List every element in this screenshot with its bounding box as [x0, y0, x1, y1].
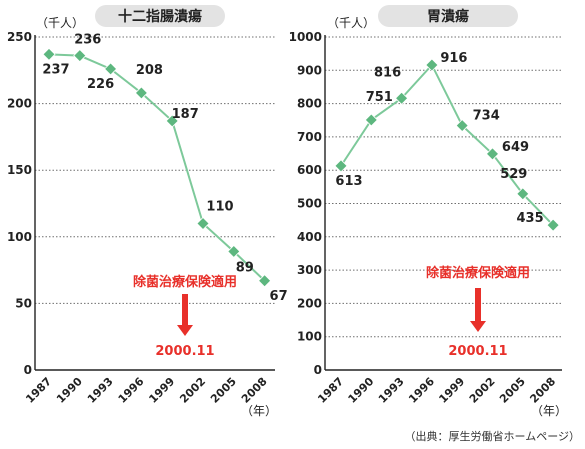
annotation-arrow-head: [470, 321, 486, 332]
data-point: [425, 58, 439, 72]
data-point: [546, 218, 560, 232]
y-tick-label: 700: [297, 130, 322, 144]
data-label: 110: [206, 199, 233, 214]
data-point: [104, 62, 118, 76]
y-tick-label: 0: [314, 363, 322, 377]
annotation-text: 除菌治療保険適用: [426, 265, 530, 281]
y-tick-label: 0: [24, 363, 32, 377]
data-label: 89: [236, 260, 254, 275]
data-label: 613: [335, 174, 362, 189]
data-label: 916: [440, 51, 467, 66]
x-tick-label: 2008: [239, 375, 270, 406]
data-point: [395, 91, 409, 105]
series-line: [340, 63, 554, 226]
x-axis-unit: （年）: [531, 404, 567, 418]
data-label: 226: [87, 77, 114, 92]
data-label: 751: [366, 90, 393, 105]
annotation-date: 2000.11: [448, 344, 507, 359]
data-point: [516, 187, 530, 201]
y-tick-label: 500: [297, 197, 322, 211]
chart-title: 胃潰瘍: [427, 8, 469, 25]
x-tick-label: 1999: [436, 375, 467, 406]
x-tick-label: 1990: [54, 375, 85, 406]
x-axis-unit: （年）: [241, 404, 277, 418]
x-tick-label: 1993: [85, 375, 116, 406]
data-label: 734: [473, 109, 500, 124]
data-point: [42, 47, 56, 61]
x-tick-label: 1987: [23, 375, 54, 406]
data-point: [485, 147, 500, 161]
x-tick-label: 2005: [208, 375, 239, 406]
data-point: [196, 216, 210, 231]
series-line: [48, 53, 266, 282]
y-tick-label: 800: [297, 97, 322, 111]
annotation-arrow-shaft: [182, 294, 188, 326]
y-tick-label: 300: [297, 263, 322, 277]
annotation-arrow-head: [177, 325, 193, 336]
annotation-text: 除菌治療保険適用: [133, 274, 237, 290]
data-point: [334, 159, 348, 173]
data-point: [258, 274, 272, 288]
annotation-arrow-shaft: [475, 288, 481, 322]
y-tick-label: 250: [7, 30, 32, 44]
y-tick-label: 400: [297, 230, 322, 244]
y-tick-label: 150: [7, 163, 32, 177]
y-tick-label: 200: [7, 97, 32, 111]
data-point: [134, 86, 148, 100]
y-tick-label: 1000: [289, 30, 322, 44]
y-axis-unit: （千人）: [327, 16, 375, 30]
title-pill: [95, 5, 225, 27]
y-tick-label: 600: [297, 163, 322, 177]
data-label: 529: [500, 167, 527, 182]
data-label: 67: [270, 289, 288, 304]
y-tick-label: 100: [7, 230, 32, 244]
chart-title: 十二指腸潰瘍: [118, 8, 202, 25]
data-label: 208: [136, 63, 163, 78]
data-label: 435: [517, 211, 544, 226]
x-tick-label: 1996: [116, 375, 147, 406]
y-axis-unit: （千人）: [36, 16, 84, 30]
data-label: 187: [172, 107, 199, 122]
x-tick-label: 2005: [497, 375, 528, 406]
data-label: 236: [74, 33, 101, 48]
x-tick-label: 2002: [467, 375, 498, 406]
annotation-date: 2000.11: [155, 344, 214, 359]
data-point: [364, 113, 378, 127]
source-note: （出典：厚生労働省ホームページ）: [405, 429, 580, 443]
x-tick-label: 2002: [177, 375, 208, 406]
data-point: [73, 49, 87, 63]
x-tick-label: 1999: [146, 375, 177, 406]
x-tick-label: 1993: [376, 375, 407, 406]
x-tick-label: 1990: [346, 375, 377, 406]
data-label: 237: [42, 62, 69, 77]
x-tick-label: 2008: [527, 375, 558, 406]
y-tick-label: 50: [15, 296, 32, 310]
data-label: 816: [374, 65, 401, 80]
x-tick-label: 1987: [315, 375, 346, 406]
data-point: [455, 119, 469, 133]
y-tick-label: 100: [297, 330, 322, 344]
gastric-ulcer-chart: 胃潰瘍 （千人） 0 100 200 300 400 500 600 700 800 900 1000 1…: [289, 5, 567, 418]
data-point: [165, 114, 179, 128]
data-point: [227, 244, 241, 259]
y-tick-label: 900: [297, 63, 322, 77]
x-tick-label: 1996: [406, 375, 437, 406]
y-tick-label: 200: [297, 296, 322, 310]
title-pill: [378, 5, 518, 27]
data-label: 649: [502, 140, 529, 155]
